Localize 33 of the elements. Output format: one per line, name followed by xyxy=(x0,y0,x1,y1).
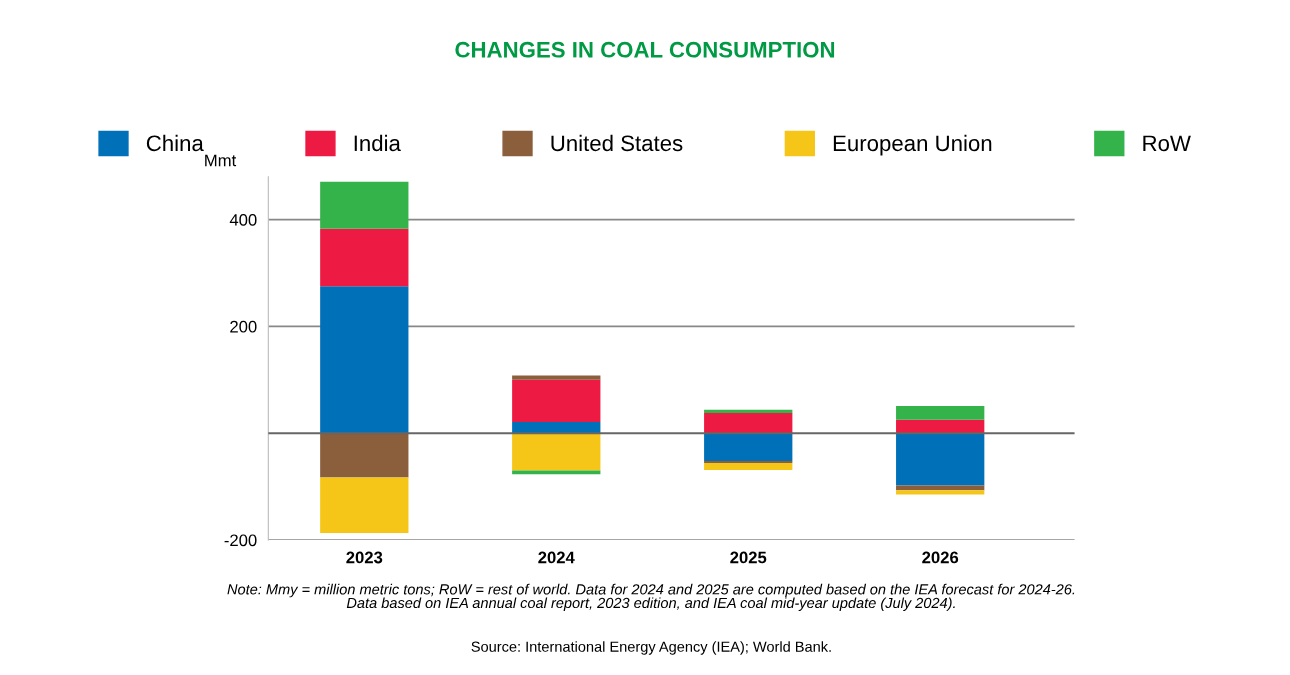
bar xyxy=(896,419,985,434)
y-tick-label: 200 xyxy=(230,320,257,333)
bar xyxy=(320,477,409,534)
bar xyxy=(896,433,985,486)
bar xyxy=(512,375,601,380)
bar xyxy=(704,463,793,471)
bar xyxy=(320,286,409,434)
x-tick-label: 2024 xyxy=(538,551,575,564)
bar xyxy=(896,405,985,420)
text: Note: Mmy = million metric tons; RoW = rest of world. Data for 2024 and 2025 are computed based on the IEA forecast for 2024-26. Data based on IEA annual coal report, 2023 edition, and IEA coal mid-year update (July 2024). xyxy=(227,583,1075,611)
chart-title: CHANGES IN COAL CONSUMPTION xyxy=(455,41,835,58)
bar xyxy=(704,433,793,461)
legend-label: United States xyxy=(551,134,683,152)
y-tick-label: -200 xyxy=(224,534,257,547)
bar xyxy=(320,228,409,287)
legend-label: RoW xyxy=(1143,135,1191,152)
x-tick-label: 2025 xyxy=(730,551,767,564)
x-tick-label: 2023 xyxy=(346,551,383,564)
bar xyxy=(704,412,793,434)
legend-label: European Union xyxy=(833,134,992,156)
x-tick-label: 2026 xyxy=(922,551,959,564)
bar xyxy=(704,409,793,413)
legend-label: China xyxy=(146,134,204,152)
source-note: Source: International Energy Agency (IEA); World Bank. xyxy=(471,641,831,655)
y-tick-label: 400 xyxy=(229,213,257,226)
bar xyxy=(320,433,409,478)
bar xyxy=(896,490,985,495)
legend-label: India xyxy=(354,134,401,152)
bar xyxy=(512,379,601,422)
bar xyxy=(704,460,793,464)
y-axis-title: Mmt xyxy=(205,154,237,167)
bar xyxy=(320,181,409,229)
bar xyxy=(512,433,601,471)
